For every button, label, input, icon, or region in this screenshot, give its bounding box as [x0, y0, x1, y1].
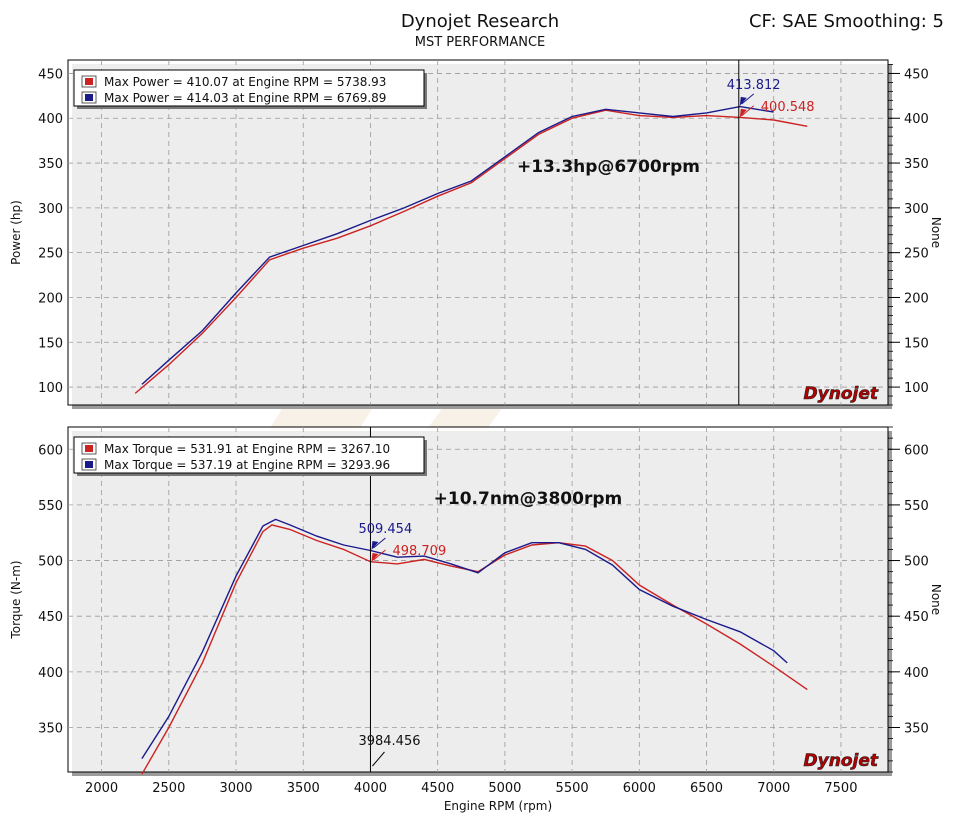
y-tick-label: 550 [38, 499, 63, 514]
y-tick-label: 250 [38, 247, 63, 262]
legend-entry: Max Power = 414.03 at Engine RPM = 6769.… [104, 91, 386, 105]
legend-marker [85, 94, 93, 101]
y-tick-label-right: 500 [904, 555, 929, 570]
x-tick-label: 7000 [757, 781, 790, 796]
y-tick-label-right: 600 [904, 443, 929, 458]
y-tick-label-right: 400 [904, 666, 929, 681]
x-tick-label: 6500 [690, 781, 723, 796]
dynojet-logo: Dynojet [804, 751, 879, 771]
legend: Max Torque = 531.91 at Engine RPM = 3267… [73, 436, 427, 476]
x-tick-label: 6000 [623, 781, 656, 796]
x-tick-label: 2000 [85, 781, 118, 796]
y-tick-label-right: 350 [904, 157, 929, 172]
chart-subtitle: MST PERFORMANCE [414, 35, 546, 50]
y-axis-label-right: None [929, 217, 943, 248]
cursor-arrow [373, 537, 386, 549]
cursor-value-label: 400.548 [761, 100, 815, 115]
cursor-value-label: 509.454 [358, 522, 412, 537]
cursor-x-label: 3984.456 [358, 734, 420, 749]
plot-area [67, 59, 889, 406]
x-tick-label: 4000 [354, 781, 387, 796]
y-tick-label: 100 [38, 381, 63, 396]
y-tick-label: 200 [38, 291, 63, 306]
legend-entry: Max Torque = 537.19 at Engine RPM = 3293… [104, 458, 390, 472]
legend-marker [85, 461, 93, 468]
y-tick-label: 450 [38, 67, 63, 82]
legend: Max Power = 410.07 at Engine RPM = 5738.… [73, 69, 427, 109]
y-tick-label-right: 350 [904, 721, 929, 736]
cursor-arrow [373, 549, 386, 561]
y-axis-label-right: None [929, 584, 943, 615]
y-tick-label: 400 [38, 666, 63, 681]
y-tick-label-right: 200 [904, 291, 929, 306]
panel-torque: 350 350 400 400 450 450 500 500 550 550 600 600 Torq… [9, 426, 943, 776]
x-tick-label: 5500 [556, 781, 589, 796]
x-tick-label: 7500 [824, 781, 857, 796]
cursor-arrow-head [739, 96, 747, 106]
x-tick-label: 4500 [421, 781, 454, 796]
series-line-2 [141, 518, 788, 759]
legend-box [73, 69, 425, 107]
y-axis-label: Torque (N-m) [9, 560, 23, 639]
x-tick-label: 2500 [152, 781, 185, 796]
series-line-1 [141, 524, 808, 775]
correction-factor-info: CF: SAE Smoothing: 5 [748, 11, 944, 32]
cursor-x-arrow [372, 751, 385, 767]
panel-power: 100 100 150 150 200 200 250 250 300 300 350 350 400 4… [9, 59, 943, 409]
dynojet-logo: Dynojet [804, 384, 879, 404]
legend-entry: Max Torque = 531.91 at Engine RPM = 3267… [104, 442, 390, 456]
y-tick-label-right: 150 [904, 336, 929, 351]
x-axis-label: Engine RPM (rpm) [444, 799, 552, 813]
legend-entry: Max Power = 410.07 at Engine RPM = 5738.… [104, 75, 386, 89]
y-tick-label: 400 [38, 112, 63, 127]
y-tick-label-right: 250 [904, 247, 929, 262]
chart-title: Dynojet Research [400, 11, 560, 32]
x-tick-label: 3000 [219, 781, 252, 796]
plot-area [67, 426, 889, 773]
y-tick-label: 350 [38, 721, 63, 736]
y-tick-label: 350 [38, 157, 63, 172]
cursor-arrow-head [371, 540, 379, 550]
y-tick-label: 150 [38, 336, 63, 351]
cursor-value-label: 498.709 [392, 544, 446, 559]
cursor-value-label: 413.812 [727, 78, 781, 93]
annotation-text: +10.7nm@3800rpm [434, 489, 623, 509]
y-axis-label: Power (hp) [9, 200, 23, 265]
y-tick-label: 600 [38, 443, 63, 458]
legend-marker [85, 445, 93, 452]
y-tick-label-right: 550 [904, 499, 929, 514]
cursor-arrow-head [739, 108, 747, 118]
annotation-text: +13.3hp@6700rpm [517, 157, 700, 177]
cursor-arrow [741, 93, 755, 105]
x-tick-label: 3500 [287, 781, 320, 796]
series-line-1 [134, 109, 808, 394]
y-tick-label-right: 450 [904, 610, 929, 625]
y-tick-label: 300 [38, 202, 63, 217]
cursor-arrow-head [371, 552, 379, 562]
series-line-2 [141, 105, 774, 385]
y-tick-label: 450 [38, 610, 63, 625]
cursor-arrow [741, 105, 755, 117]
y-tick-label: 500 [38, 555, 63, 570]
legend-marker [85, 78, 93, 85]
y-tick-label-right: 450 [904, 67, 929, 82]
legend-box [73, 436, 425, 474]
y-tick-label-right: 100 [904, 381, 929, 396]
x-tick-label: 5000 [488, 781, 521, 796]
y-tick-label-right: 400 [904, 112, 929, 127]
y-tick-label-right: 300 [904, 202, 929, 217]
